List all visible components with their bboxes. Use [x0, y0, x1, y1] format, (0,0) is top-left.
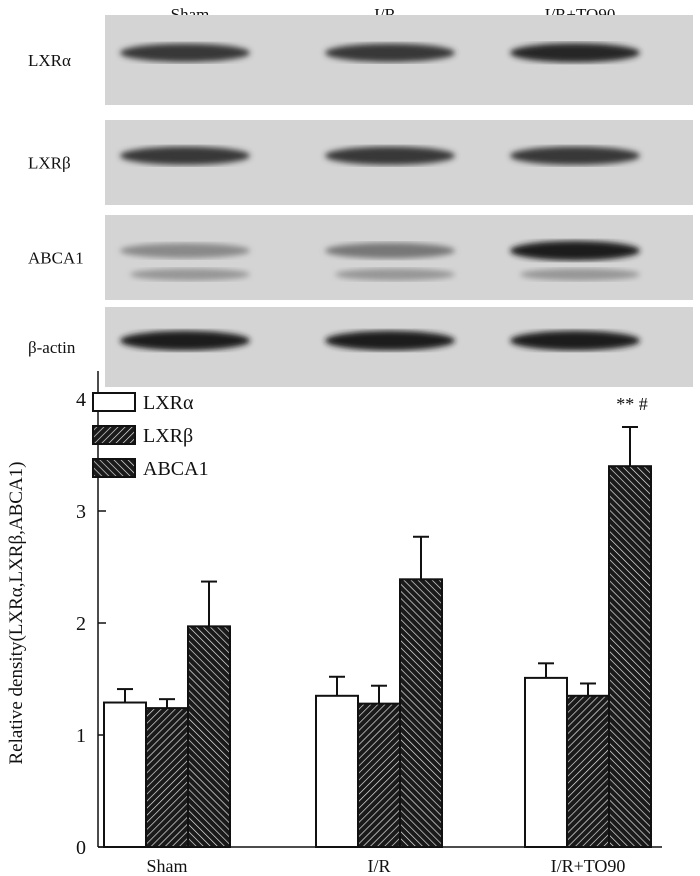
bar-lxrβ	[566, 694, 610, 848]
bar-abca1	[187, 625, 231, 848]
protein-band	[120, 330, 250, 351]
protein-band-lower	[335, 268, 455, 281]
bar-lxrα	[103, 701, 147, 849]
protein-band-lower	[520, 268, 640, 281]
legend-swatch	[92, 425, 136, 445]
bar-chart: 0 1 2 3 4 Relative density(LXRα,LXRβ,ABCA1) Sh…	[6, 371, 662, 876]
y-tick-label: 0	[76, 837, 86, 859]
protein-band	[120, 146, 250, 165]
bar-abca1	[399, 578, 443, 848]
legend-swatch	[92, 392, 136, 412]
protein-band	[510, 146, 640, 165]
y-tick-label: 4	[76, 389, 86, 411]
protein-band	[325, 242, 455, 259]
y-tick-label: 2	[76, 613, 86, 635]
legend-swatch	[92, 458, 136, 478]
protein-band	[325, 43, 455, 62]
bar-lxrα	[524, 676, 568, 848]
protein-band	[510, 330, 640, 351]
row-label: LXRα	[28, 51, 71, 70]
protein-band	[325, 330, 455, 351]
legend-label: LXRβ	[143, 425, 193, 447]
y-tick-label: 1	[76, 725, 86, 747]
bar-lxrβ	[357, 702, 401, 849]
row-label: β-actin	[28, 338, 76, 357]
bar-lxrα	[315, 694, 359, 848]
legend-label: ABCA1	[143, 458, 209, 480]
x-tick-label: Sham	[146, 856, 187, 876]
y-axis-label: Relative density(LXRα,LXRβ,ABCA1)	[6, 461, 27, 764]
x-tick-label: I/R	[367, 856, 390, 876]
protein-band	[510, 240, 640, 261]
protein-band-lower	[130, 268, 250, 281]
row-label: ABCA1	[28, 249, 84, 268]
legend-label: LXRα	[143, 392, 194, 414]
protein-band	[120, 43, 250, 62]
protein-band	[120, 243, 250, 259]
bar-lxrβ	[145, 707, 189, 848]
y-tick-label: 3	[76, 501, 86, 523]
protein-band	[325, 146, 455, 165]
bar-abca1	[608, 465, 652, 848]
significance-annotation: ** #	[616, 394, 648, 414]
protein-band	[510, 43, 640, 63]
x-tick-label: I/R+TO90	[551, 856, 626, 876]
row-label: LXRβ	[28, 154, 71, 173]
